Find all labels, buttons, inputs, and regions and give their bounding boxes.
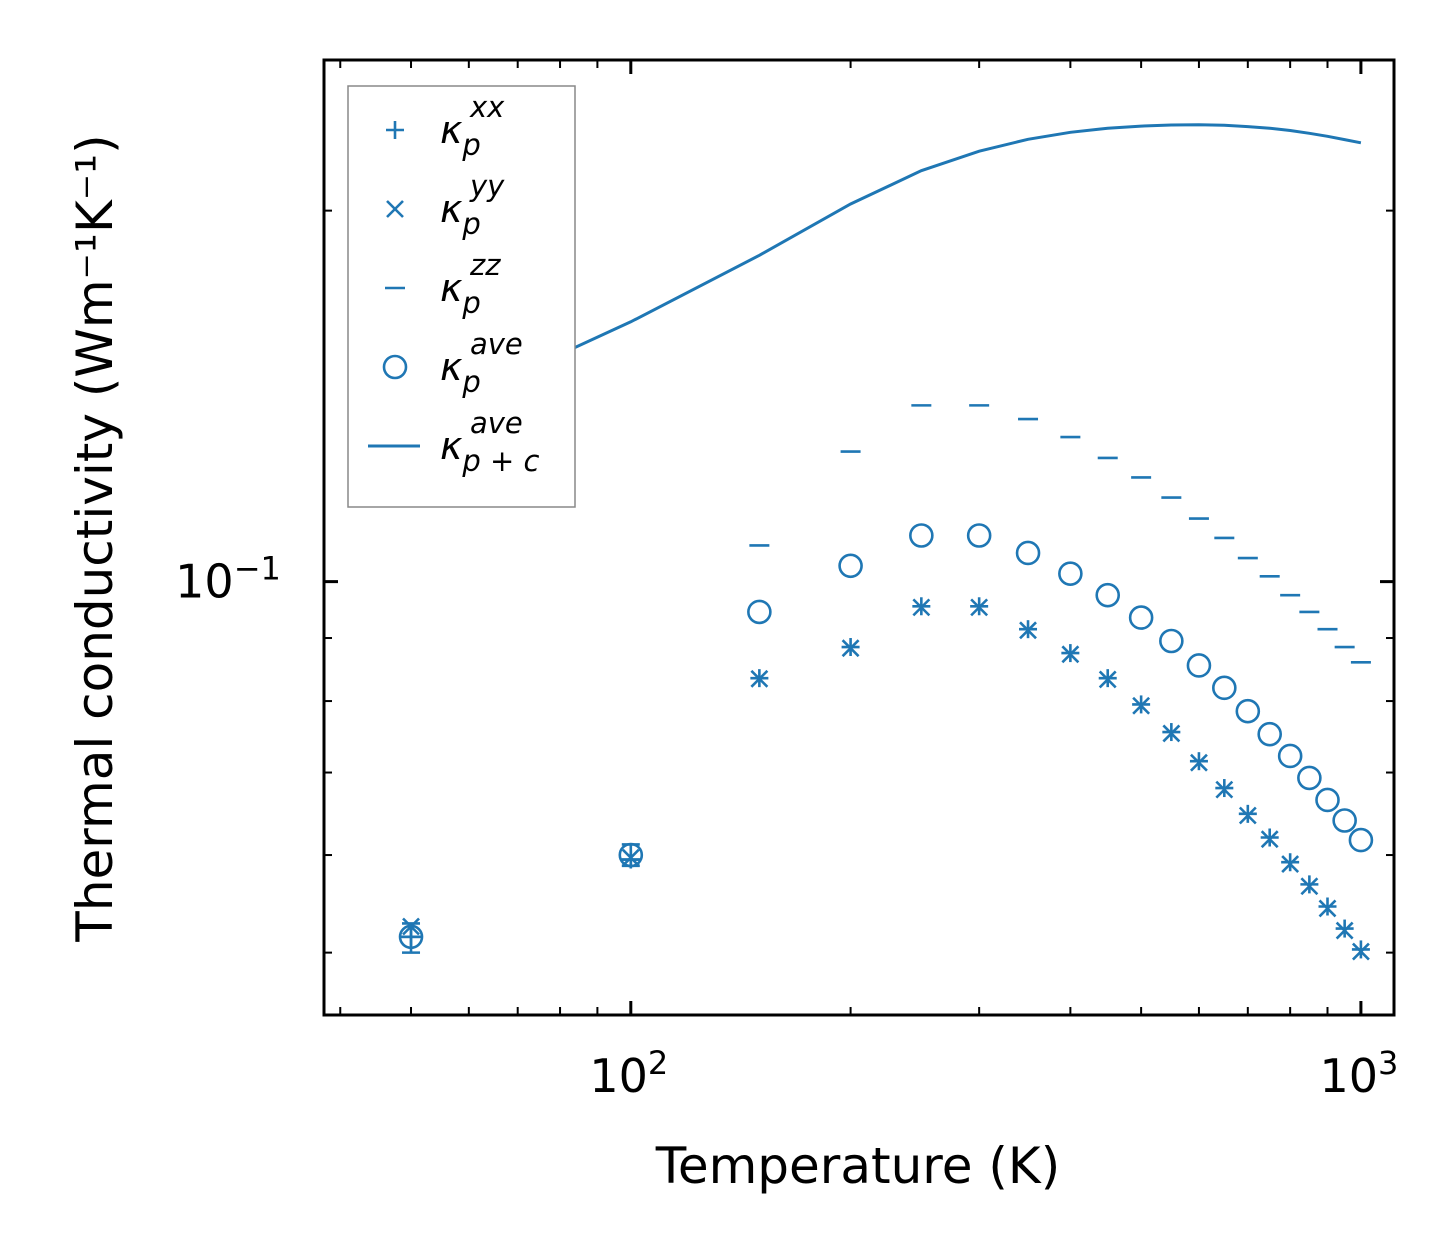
point-kyy-100 [621,848,640,867]
point-kyy-350 [1019,621,1037,640]
point-kxx-850 [1300,875,1319,894]
point-kyy-150 [750,669,769,688]
legend-box [347,85,576,508]
point-kyy-650 [1215,780,1234,799]
point-kyy-900 [1318,899,1337,918]
point-kyy-250 [912,598,931,617]
plot-frame [322,58,1396,1017]
point-kyy-850 [1300,877,1319,896]
point-kave-250 [909,523,934,548]
point-kave-950 [1332,808,1357,833]
legend-swatch-kyy [386,200,404,218]
x-tick-label-0: 102 [589,1044,668,1103]
x-axis-label: Temperature (K) [655,1137,1060,1195]
point-kxx-950 [1335,919,1354,938]
point-kxx-900 [1318,897,1337,916]
y-axis-label: Thermal conductivity (Wm⁻¹K⁻¹) [66,134,124,942]
point-kyy-400 [1061,645,1080,664]
point-kave-350 [1015,540,1041,566]
point-kave-500 [1128,605,1154,630]
legend-swatch-kxx [386,121,404,139]
point-kave-300 [966,523,992,548]
point-kyy-950 [1335,921,1354,940]
point-kave-700 [1235,698,1261,724]
point-kave-100 [618,842,644,868]
point-kyy-200 [841,639,860,658]
plot-layer [398,123,1374,961]
point-kave-50 [398,924,424,950]
point-kave-600 [1186,653,1212,678]
point-kave-750 [1257,721,1282,747]
point-kyy-700 [1238,806,1257,825]
point-kave-200 [838,553,863,579]
point-kxx-1000 [1351,940,1370,959]
point-kave-1000 [1348,827,1374,853]
point-kyy-600 [1190,753,1208,772]
point-kyy-1000 [1351,942,1370,961]
point-kave-850 [1297,765,1322,791]
point-kyy-800 [1281,855,1300,873]
point-kyy-500 [1132,696,1151,715]
point-kave-450 [1095,582,1121,608]
y-tick-label-0: 10−1 [175,550,281,609]
point-kave-650 [1212,675,1237,701]
legend-swatch-kave [382,354,408,380]
point-kyy-300 [970,598,989,617]
point-kave-400 [1058,561,1083,586]
point-kave-900 [1315,787,1340,813]
point-kave-550 [1159,628,1184,654]
point-kave-150 [747,599,772,625]
series-line-kave_pc [410,123,1362,425]
point-kyy-750 [1260,830,1279,849]
x-tick-label-1: 103 [1319,1044,1398,1103]
point-kyy-450 [1098,670,1117,689]
point-kyy-550 [1162,724,1181,743]
point-kave-800 [1277,743,1303,769]
